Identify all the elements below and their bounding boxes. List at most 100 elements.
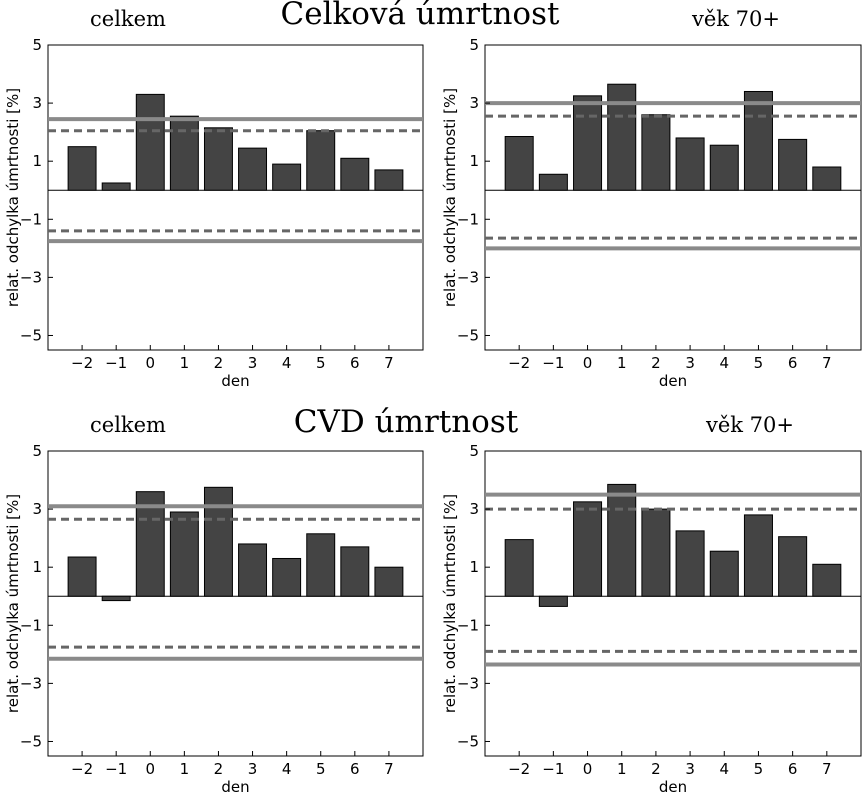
bar-day-2 bbox=[641, 114, 671, 191]
y-axis-label: relat. odchylka úmrtnosti [%] bbox=[441, 494, 459, 713]
x-tick-label: −2 bbox=[508, 760, 530, 778]
bar-day-6 bbox=[340, 157, 370, 191]
panels: celkem 5 3 1 −1 −3 −5 −2 −1 0 1 2 3 4 5 6 7 den relat. odc… bbox=[4, 7, 862, 796]
x-tick-label: −1 bbox=[105, 760, 127, 778]
x-tick-label: 2 bbox=[214, 760, 224, 778]
y-tick-label: −5 bbox=[20, 326, 42, 344]
panel-subtitle: věk 70+ bbox=[705, 413, 794, 437]
x-tick-label: 5 bbox=[754, 760, 764, 778]
bar-day-6 bbox=[340, 546, 370, 597]
x-tick-label: 4 bbox=[282, 760, 292, 778]
y-tick-label: 5 bbox=[469, 442, 479, 460]
bar-day-0 bbox=[135, 93, 165, 191]
x-tick-label: 4 bbox=[719, 354, 729, 372]
plot-frame bbox=[484, 450, 862, 757]
bar-day-4 bbox=[272, 163, 302, 191]
y-tick-label: −3 bbox=[457, 268, 479, 286]
panel-subtitle: věk 70+ bbox=[691, 7, 780, 31]
group-title-cvd: CVD úmrtnost bbox=[294, 404, 519, 440]
bar-day-5 bbox=[306, 533, 336, 597]
y-tick-label: −1 bbox=[20, 210, 42, 228]
y-tick-label: −1 bbox=[457, 616, 479, 634]
x-tick-label: 5 bbox=[316, 760, 326, 778]
x-tick-label: 7 bbox=[384, 760, 394, 778]
bar-day-3 bbox=[238, 147, 268, 191]
x-tick-label: 3 bbox=[685, 354, 695, 372]
y-tick-label: −5 bbox=[20, 732, 42, 750]
bar-day-5 bbox=[743, 90, 773, 191]
x-tick-label: −1 bbox=[105, 354, 127, 372]
bar-day-7 bbox=[812, 166, 842, 191]
x-axis-label: den bbox=[221, 778, 249, 796]
y-tick-label: 1 bbox=[32, 152, 42, 170]
bar-day-0 bbox=[573, 501, 603, 597]
bar-day-−2 bbox=[67, 146, 97, 191]
x-tick-label: −2 bbox=[71, 354, 93, 372]
x-tick-label: 6 bbox=[788, 760, 798, 778]
y-tick-label: −5 bbox=[457, 732, 479, 750]
y-axis-label: relat. odchylka úmrtnosti [%] bbox=[4, 494, 22, 713]
bar-day-1 bbox=[169, 115, 199, 191]
x-tick-label: 6 bbox=[350, 760, 360, 778]
x-axis-label: den bbox=[659, 372, 687, 390]
x-tick-label: 7 bbox=[822, 760, 832, 778]
x-tick-label: 0 bbox=[583, 760, 593, 778]
x-tick-label: 6 bbox=[350, 354, 360, 372]
group-title-total: Celková úmrtnost bbox=[281, 0, 560, 32]
x-tick-label: 2 bbox=[651, 354, 661, 372]
y-tick-label: −3 bbox=[457, 674, 479, 692]
bar-day-2 bbox=[203, 127, 233, 191]
panel-subtitle: celkem bbox=[90, 7, 166, 31]
bar-day-−1 bbox=[538, 595, 568, 607]
x-tick-label: 3 bbox=[248, 760, 258, 778]
bar-day-−1 bbox=[101, 595, 131, 602]
y-tick-label: 3 bbox=[469, 500, 479, 518]
bar-day-1 bbox=[169, 511, 199, 597]
y-tick-label: 5 bbox=[32, 36, 42, 54]
y-tick-label: 3 bbox=[32, 94, 42, 112]
bar-day-7 bbox=[812, 563, 842, 597]
y-tick-label: 5 bbox=[32, 442, 42, 460]
y-tick-label: 5 bbox=[469, 36, 479, 54]
y-tick-label: 1 bbox=[469, 152, 479, 170]
y-tick-label: −5 bbox=[457, 326, 479, 344]
x-tick-label: −1 bbox=[542, 760, 564, 778]
bar-day-2 bbox=[203, 486, 233, 597]
x-tick-label: 5 bbox=[754, 354, 764, 372]
x-tick-label: 4 bbox=[282, 354, 292, 372]
bar-day-5 bbox=[306, 130, 336, 191]
x-tick-label: 2 bbox=[214, 354, 224, 372]
bar-day-4 bbox=[272, 557, 302, 597]
chart-panel-2: věk 70+ 5 3 1 −1 −3 −5 −2 −1 0 1 2 3 4 5 6 7 den relat. od… bbox=[441, 7, 862, 390]
x-tick-label: −2 bbox=[508, 354, 530, 372]
bar-day-6 bbox=[778, 536, 808, 597]
x-tick-label: 1 bbox=[180, 760, 190, 778]
plot-frame bbox=[484, 44, 862, 351]
x-tick-label: 3 bbox=[685, 760, 695, 778]
bar-day-4 bbox=[709, 144, 739, 191]
y-tick-label: 3 bbox=[32, 500, 42, 518]
chart-panel-4: věk 70+ 5 3 1 −1 −3 −5 −2 −1 0 1 2 3 4 5 6 7 den relat. od… bbox=[441, 413, 862, 796]
y-axis-label: relat. odchylka úmrtnosti [%] bbox=[4, 88, 22, 307]
bar-day-0 bbox=[573, 95, 603, 191]
plot-frame bbox=[47, 44, 424, 351]
bar-day-3 bbox=[675, 530, 705, 597]
bar-day-1 bbox=[607, 83, 637, 191]
x-tick-label: 0 bbox=[145, 760, 155, 778]
x-tick-label: 4 bbox=[719, 760, 729, 778]
y-tick-label: 3 bbox=[469, 94, 479, 112]
x-tick-label: 1 bbox=[617, 354, 627, 372]
x-tick-label: 5 bbox=[316, 354, 326, 372]
x-tick-label: 7 bbox=[384, 354, 394, 372]
chart-panel-3: celkem 5 3 1 −1 −3 −5 −2 −1 0 1 2 3 4 5 6 7 den relat. odc… bbox=[4, 413, 424, 796]
bar-day-3 bbox=[675, 137, 705, 191]
x-tick-label: 3 bbox=[248, 354, 258, 372]
bar-day-7 bbox=[374, 169, 404, 191]
x-tick-label: 6 bbox=[788, 354, 798, 372]
x-tick-label: 1 bbox=[617, 760, 627, 778]
y-tick-label: 1 bbox=[32, 558, 42, 576]
bar-day-2 bbox=[641, 508, 671, 597]
x-axis-label: den bbox=[221, 372, 249, 390]
x-tick-label: −1 bbox=[542, 354, 564, 372]
